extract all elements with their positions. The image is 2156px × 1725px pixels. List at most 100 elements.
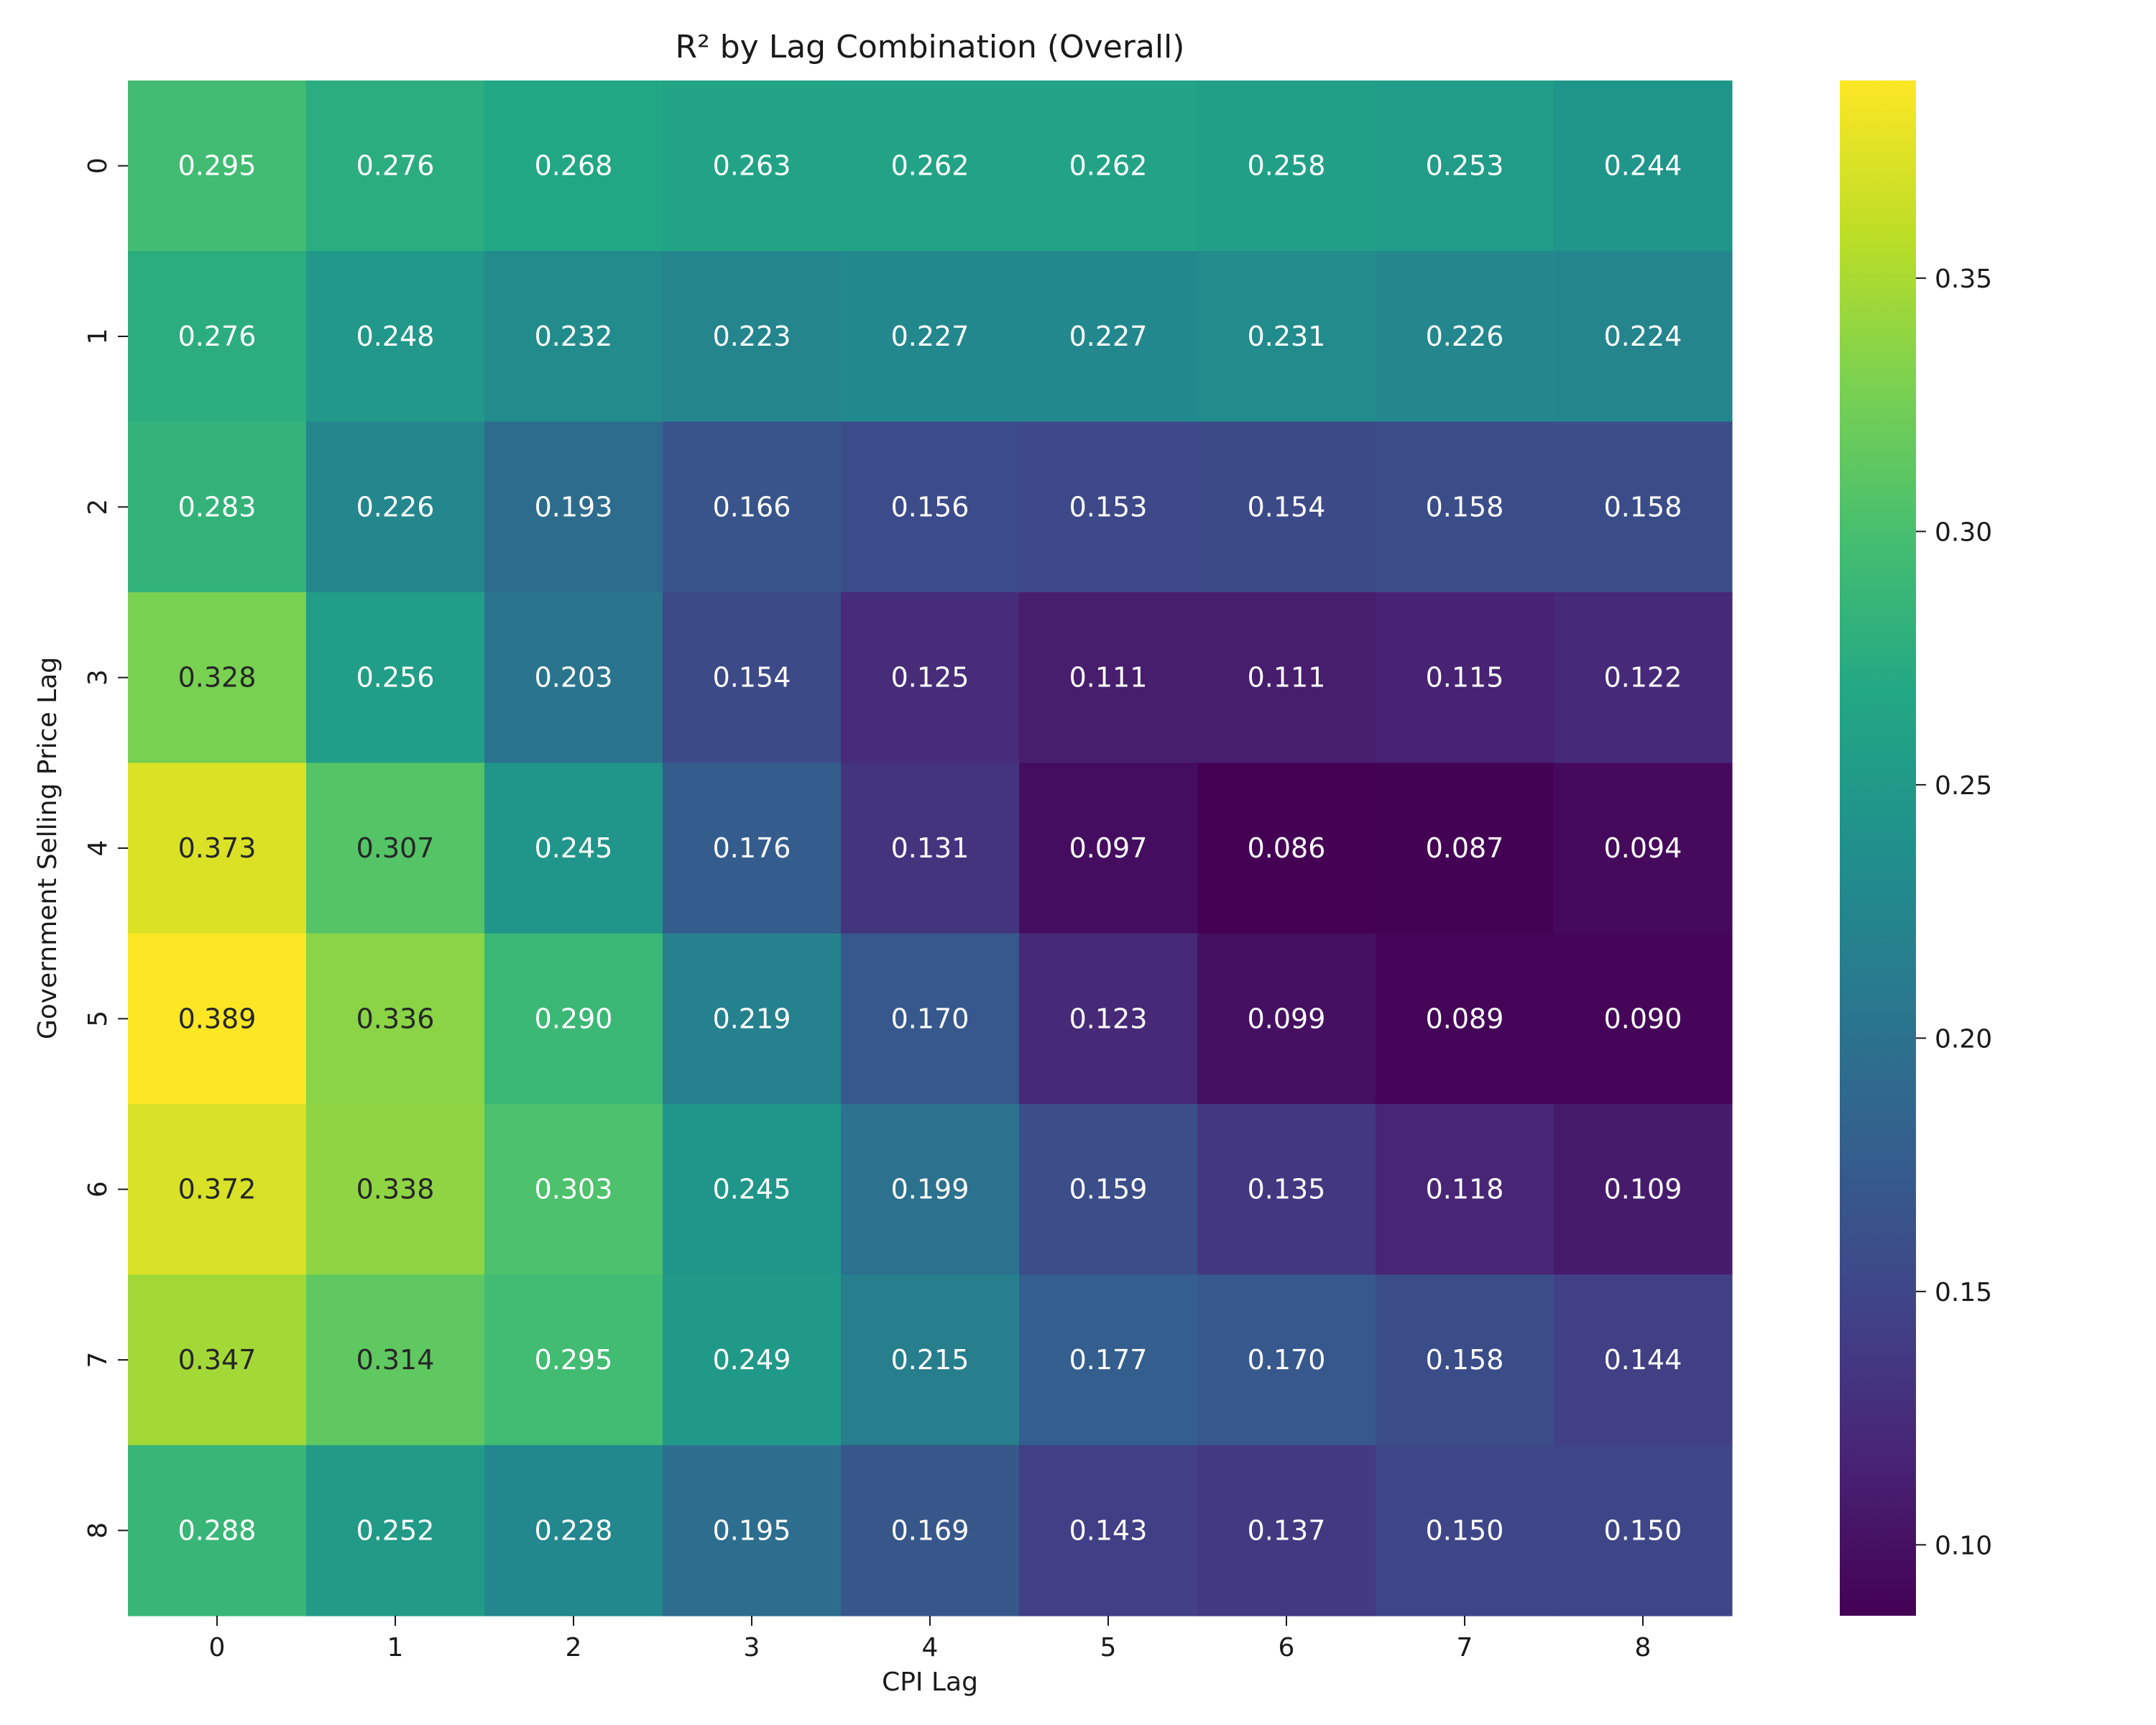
x-tick-label: 7: [1457, 1633, 1473, 1662]
x-tick-label: 3: [744, 1633, 760, 1662]
cell-value-label: 0.166: [713, 491, 791, 523]
colorbar-tick-label: 0.20: [1935, 1024, 1992, 1054]
cell-value-label: 0.137: [1248, 1514, 1326, 1546]
heatmap-cell: [663, 763, 842, 934]
heatmap-cell: [1197, 592, 1376, 763]
heatmap-cell: [1197, 933, 1376, 1105]
cell-value-label: 0.372: [178, 1174, 257, 1205]
cell-value-label: 0.227: [1069, 321, 1148, 352]
colorbar: 0.10 0.15 0.20 0.25 0.30 0.35: [1840, 80, 1992, 1616]
cell-value-label: 0.258: [1248, 150, 1326, 182]
cell-value-label: 0.153: [1069, 491, 1148, 523]
y-tick-label: 2: [83, 499, 113, 515]
colorbar-tick-label: 0.15: [1935, 1278, 1992, 1307]
cell-value-label: 0.336: [356, 1003, 435, 1034]
cell-value-label: 0.223: [713, 321, 791, 352]
heatmap-cell: [128, 763, 307, 934]
y-tick-label: 1: [83, 328, 113, 345]
heatmap-cell: [306, 1445, 485, 1616]
heatmap-cell: [484, 1274, 663, 1446]
cell-value-label: 0.089: [1426, 1003, 1504, 1034]
cell-value-label: 0.263: [713, 150, 791, 182]
cell-value-label: 0.159: [1069, 1174, 1148, 1205]
heatmap-cell: [663, 933, 842, 1105]
cell-value-label: 0.303: [535, 1174, 613, 1205]
cell-value-label: 0.253: [1426, 150, 1504, 182]
cell-value-label: 0.150: [1426, 1514, 1504, 1546]
cell-value-label: 0.135: [1248, 1174, 1326, 1205]
heatmap-cell: [663, 1104, 842, 1275]
cell-value-label: 0.227: [891, 321, 969, 352]
heatmap-cell: [1197, 763, 1376, 934]
heatmap-cell: [484, 421, 663, 593]
cell-value-label: 0.228: [535, 1514, 613, 1546]
heatmap-cell: [841, 1445, 1020, 1616]
cell-value-label: 0.097: [1069, 832, 1148, 864]
cell-value-label: 0.328: [178, 662, 257, 694]
x-axis-ticks: 0 1 2 3 4 5 6 7 8: [209, 1616, 1651, 1662]
cell-value-label: 0.125: [891, 662, 969, 694]
heatmap-cells: 0.295 0.276 0.268 0.263 0.262 0.262 0.258 0.253…: [128, 80, 1733, 1616]
heatmap-cell: [1376, 251, 1554, 423]
heatmap-cell: [841, 251, 1020, 423]
cell-value-label: 0.215: [891, 1344, 969, 1376]
heatmap-cell: [484, 1445, 663, 1616]
heatmap-cell: [841, 763, 1020, 934]
cell-value-label: 0.154: [1248, 491, 1326, 523]
x-tick-label: 4: [922, 1633, 939, 1662]
cell-value-label: 0.154: [713, 662, 791, 694]
chart-title: R² by Lag Combination (Overall): [676, 29, 1185, 65]
heatmap-cell: [1197, 1274, 1376, 1446]
heatmap-cell: [1019, 421, 1198, 593]
y-axis-label: Government Selling Price Lag: [33, 657, 63, 1039]
cell-value-label: 0.314: [356, 1344, 435, 1376]
heatmap-cell: [306, 1274, 485, 1446]
cell-value-label: 0.177: [1069, 1344, 1148, 1376]
cell-value-label: 0.262: [891, 150, 969, 182]
cell-value-label: 0.373: [178, 832, 257, 864]
heatmap-cell: [128, 251, 307, 423]
cell-value-label: 0.249: [713, 1344, 791, 1376]
cell-value-label: 0.158: [1426, 1344, 1504, 1376]
heatmap-cell: [306, 933, 485, 1105]
heatmap-cell: [306, 421, 485, 593]
cell-value-label: 0.295: [535, 1344, 613, 1376]
x-tick-label: 2: [566, 1633, 582, 1662]
cell-value-label: 0.347: [178, 1344, 257, 1376]
cell-value-label: 0.118: [1426, 1174, 1504, 1205]
heatmap-cell: [128, 1274, 307, 1446]
colorbar-tick-label: 0.25: [1935, 771, 1992, 801]
y-tick-label: 6: [83, 1181, 113, 1197]
heatmap-cell: [1376, 1274, 1554, 1446]
heatmap-cell: [306, 251, 485, 423]
heatmap-cell: [663, 1445, 842, 1616]
heatmap-cell: [484, 933, 663, 1105]
heatmap-cell: [841, 421, 1020, 593]
heatmap-cell: [484, 763, 663, 934]
heatmap-cell: [841, 933, 1020, 1105]
cell-value-label: 0.245: [535, 832, 613, 864]
cell-value-label: 0.143: [1069, 1514, 1148, 1546]
heatmap-cell: [1376, 1445, 1554, 1616]
cell-value-label: 0.150: [1604, 1514, 1682, 1546]
cell-value-label: 0.231: [1248, 321, 1326, 352]
heatmap-cell: [128, 1445, 307, 1616]
x-tick-label: 6: [1279, 1633, 1295, 1662]
heatmap-cell: [841, 80, 1020, 252]
cell-value-label: 0.295: [178, 150, 257, 182]
cell-value-label: 0.158: [1426, 491, 1504, 523]
heatmap-cell: [1197, 1104, 1376, 1275]
cell-value-label: 0.256: [356, 662, 435, 694]
heatmap-cell: [484, 1104, 663, 1275]
cell-value-label: 0.338: [356, 1174, 435, 1205]
heatmap-cell: [1554, 80, 1733, 252]
y-tick-label: 3: [83, 669, 113, 686]
heatmap-cell: [1376, 421, 1554, 593]
heatmap-cell: [306, 1104, 485, 1275]
x-axis-label: CPI Lag: [882, 1668, 978, 1697]
cell-value-label: 0.090: [1604, 1003, 1682, 1034]
y-tick-label: 7: [83, 1352, 113, 1368]
cell-value-label: 0.219: [713, 1003, 791, 1034]
cell-value-label: 0.111: [1248, 662, 1326, 694]
cell-value-label: 0.170: [891, 1003, 969, 1034]
